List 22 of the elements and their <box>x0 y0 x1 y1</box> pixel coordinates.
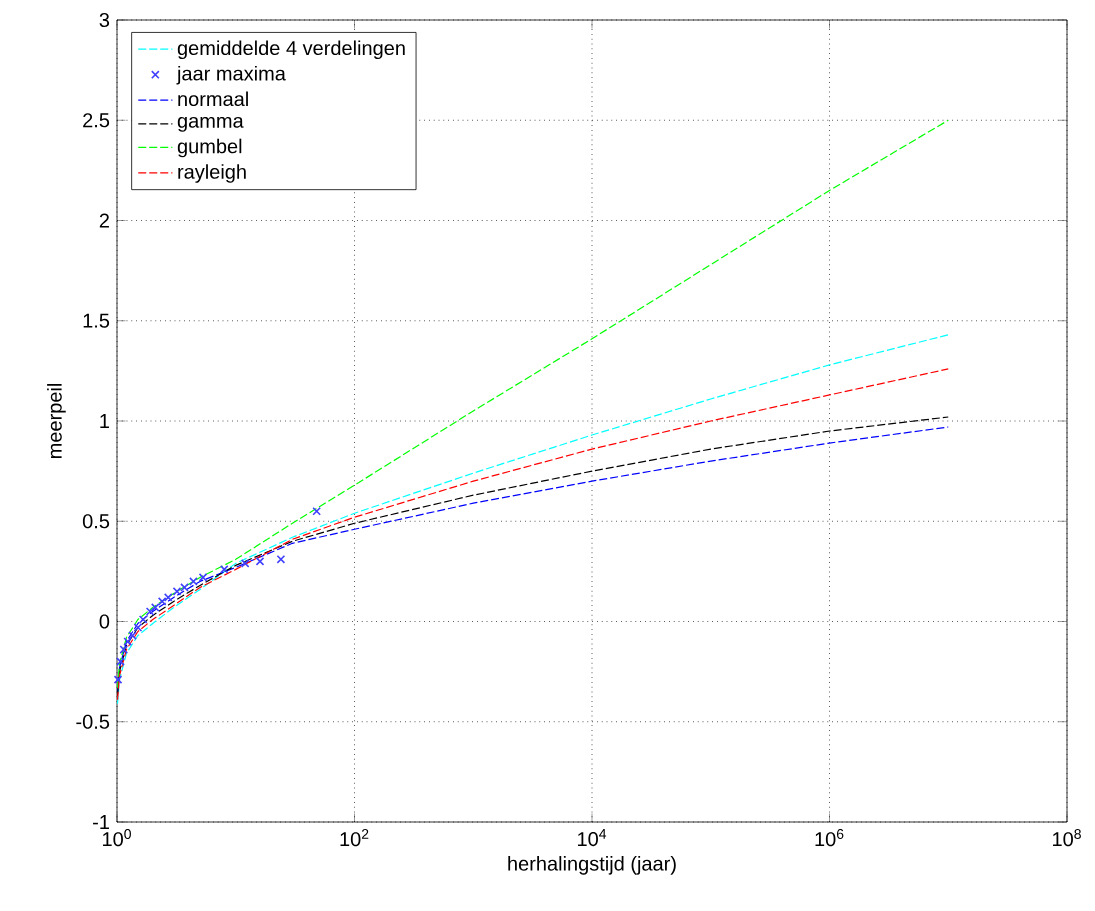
legend-label: jaar maxima <box>176 65 286 85</box>
y-tick-label: 0.5 <box>82 514 110 529</box>
legend-label: gemiddelde 4 verdelingen <box>177 40 405 60</box>
x-tick-label: 10$^{8}$ <box>1053 829 1081 847</box>
y-tick-label: 2 <box>99 213 109 228</box>
x-axis-title: herhalingstijd (jaar) <box>508 856 676 875</box>
x-tick-label: 10$^{2}$ <box>340 829 369 847</box>
legend-label: normaal <box>178 91 248 107</box>
y-tick-label: 2.5 <box>83 113 110 128</box>
legend-label: gumbel <box>177 138 242 158</box>
x-tick-label: 10$^{0}$ <box>103 829 131 847</box>
legend-label: gamma <box>177 116 244 132</box>
x-tick-label: 10$^{4}$ <box>578 829 607 847</box>
y-axis-title: meerpeil <box>47 384 66 459</box>
y-tick-label: 3 <box>99 12 110 28</box>
y-tick-label: -0.5 <box>76 714 110 729</box>
x-tick-label: 10$^{6}$ <box>815 829 844 847</box>
y-tick-label: 1.5 <box>83 313 110 328</box>
legend-label: rayleigh <box>178 164 246 183</box>
y-tick-label: 1 <box>100 414 109 428</box>
y-tick-label: 0 <box>99 614 110 629</box>
y-tick-label: -1 <box>93 815 109 829</box>
